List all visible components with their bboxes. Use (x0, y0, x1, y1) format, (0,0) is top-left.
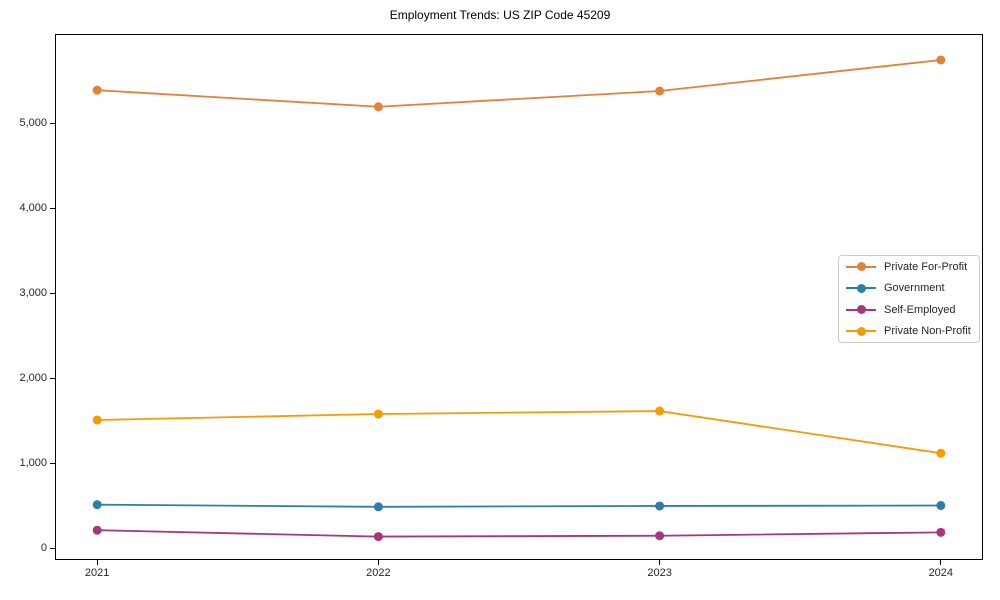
x-tick-label: 2022 (366, 567, 391, 579)
x-tick-label: 2021 (84, 567, 110, 579)
x-tick-mark (377, 560, 379, 565)
data-point (373, 409, 383, 419)
y-tick-label: 3,000 (19, 287, 47, 300)
x-tick-label: 2023 (647, 567, 672, 579)
y-tick-label: 2,000 (19, 372, 47, 385)
y-tick-label: 4,000 (19, 201, 47, 214)
chart-title: Employment Trends: US ZIP Code 45209 (389, 8, 611, 22)
legend-label: Private Non-Profit (884, 325, 971, 338)
y-tick-label: 5,000 (19, 116, 47, 129)
legend-entry: Government (846, 278, 972, 300)
data-point (936, 527, 946, 537)
y-tick-mark (50, 463, 55, 465)
x-tick-mark (940, 560, 942, 565)
plot-svg (92, 55, 946, 542)
y-tick-mark (50, 122, 55, 124)
y-tick-mark (50, 548, 55, 550)
legend-line-marker-icon (846, 326, 876, 336)
y-tick-mark (50, 378, 55, 380)
data-point (936, 501, 946, 511)
legend-label: Self-Employed (884, 303, 956, 316)
data-point (92, 500, 102, 510)
legend-entry: Self-Employed (846, 299, 972, 321)
legend-label: Private For-Profit (884, 260, 968, 273)
series-line-0 (97, 59, 941, 108)
series-line-2 (97, 529, 941, 538)
legend-line-marker-icon (846, 305, 876, 315)
data-point (655, 86, 665, 96)
legend: Private For-Profit Government Self-Employe… (838, 255, 980, 343)
x-tick-mark (659, 560, 661, 565)
data-point (373, 532, 383, 542)
y-tick-label: 1,000 (19, 457, 47, 470)
series-line-1 (97, 503, 941, 508)
data-point (655, 406, 665, 416)
y-tick-mark (50, 293, 55, 295)
data-point (92, 85, 102, 95)
x-tick-mark (96, 560, 98, 565)
legend-line-marker-icon (846, 262, 876, 272)
data-point (936, 55, 946, 65)
data-point (92, 525, 102, 535)
series-line-3 (97, 410, 941, 455)
data-point (655, 531, 665, 541)
data-point (92, 415, 102, 425)
x-tick-label: 2024 (928, 567, 954, 579)
data-point (373, 102, 383, 112)
data-point (373, 502, 383, 512)
y-tick-mark (50, 207, 55, 209)
data-point (655, 501, 665, 511)
legend-line-marker-icon (846, 283, 876, 293)
legend-label: Government (884, 282, 945, 295)
y-tick-label: 0 (40, 542, 47, 555)
legend-entry: Private For-Profit (846, 256, 972, 278)
data-point (936, 448, 946, 458)
plot-area (55, 34, 983, 560)
legend-entry: Private Non-Profit (846, 321, 972, 343)
